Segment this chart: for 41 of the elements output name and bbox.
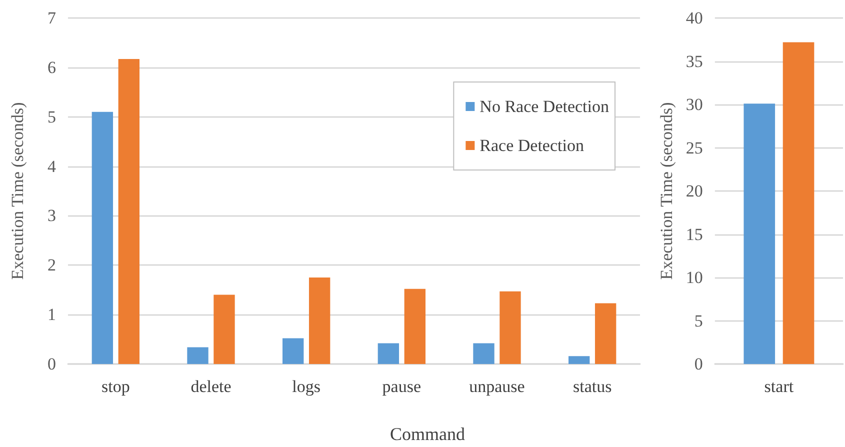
- x-tick-label: logs: [292, 377, 321, 396]
- y-tick-label: 5: [48, 107, 56, 126]
- bar: [118, 59, 140, 364]
- legend-label: No Race Detection: [480, 97, 610, 116]
- y-tick-label: 0: [694, 354, 703, 374]
- x-axis-title: Command: [390, 424, 465, 444]
- x-tick-label: status: [572, 377, 612, 396]
- y-tick-label: 30: [686, 95, 703, 114]
- legend-label: Race Detection: [480, 136, 584, 155]
- y-axis-title: Execution Time (seconds): [657, 102, 676, 280]
- bar: [92, 112, 114, 364]
- y-tick-label: 10: [686, 268, 703, 287]
- bar: [500, 291, 521, 364]
- y-tick-label: 15: [686, 224, 703, 244]
- x-tick-label: pause: [382, 377, 422, 396]
- y-tick-label: 2: [48, 256, 56, 275]
- y-tick-label: 7: [48, 8, 56, 28]
- bar: [568, 356, 590, 364]
- x-tick-label: unpause: [469, 377, 525, 396]
- bar: [187, 347, 208, 364]
- bar: [308, 278, 330, 364]
- y-tick-label: 20: [686, 182, 703, 200]
- x-tick-label: delete: [190, 377, 232, 396]
- y-tick-label: 35: [686, 52, 703, 71]
- bar: [473, 343, 494, 364]
- y-tick-label: 6: [48, 58, 56, 77]
- y-tick-label: 4: [48, 156, 56, 176]
- y-axis-title: Execution Time (seconds): [8, 102, 27, 280]
- y-tick-label: 5: [694, 311, 703, 330]
- y-tick-label: 25: [686, 138, 703, 158]
- x-tick-label: stop: [101, 377, 130, 396]
- bar: [282, 338, 304, 364]
- x-tick-label: start: [764, 377, 794, 396]
- y-tick-label: 1: [48, 305, 56, 324]
- bar: [404, 288, 426, 364]
- y-tick-label: 0: [48, 354, 56, 374]
- bar: [214, 294, 235, 364]
- bar: [378, 343, 400, 364]
- y-tick-label: 40: [686, 8, 703, 28]
- bar: [594, 303, 616, 364]
- y-tick-label: 3: [48, 206, 56, 226]
